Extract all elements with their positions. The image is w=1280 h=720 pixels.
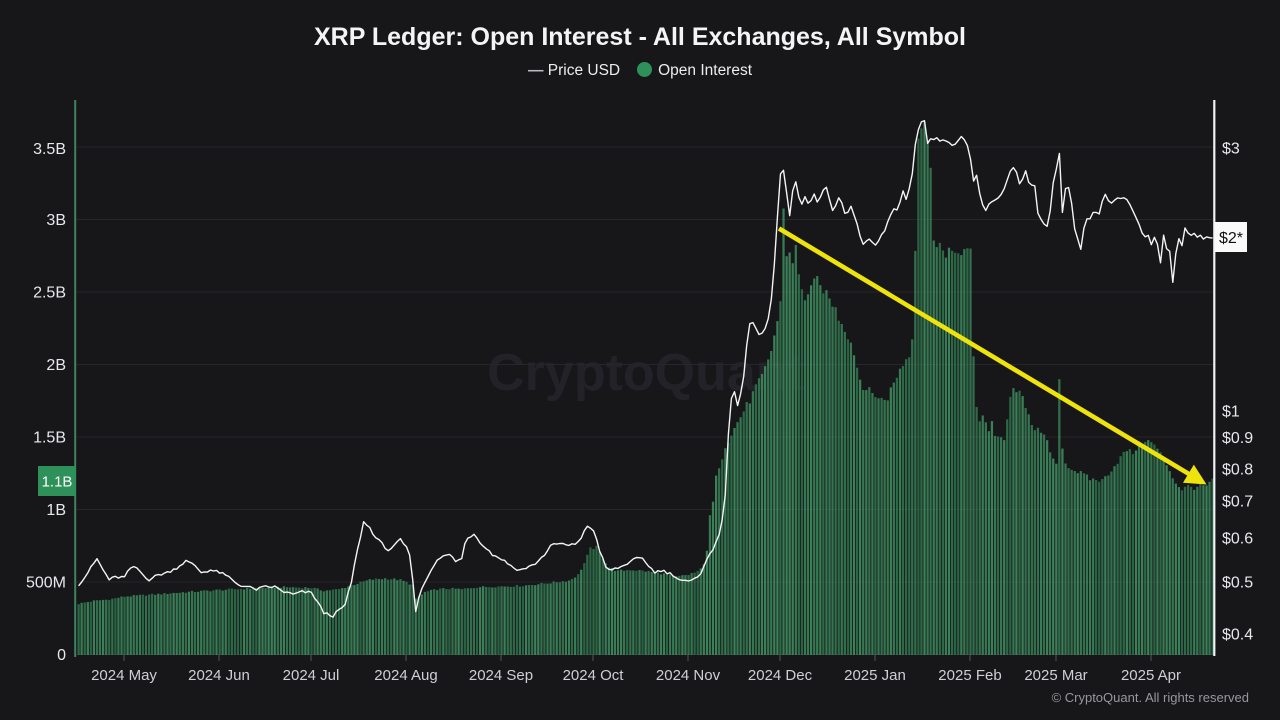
svg-text:$0.8: $0.8 bbox=[1222, 462, 1253, 479]
svg-text:© CryptoQuant. All rights rese: © CryptoQuant. All rights reserved bbox=[1052, 690, 1249, 705]
svg-text:2.5B: 2.5B bbox=[33, 285, 66, 302]
svg-text:$2*: $2* bbox=[1219, 230, 1243, 247]
svg-text:$0.9: $0.9 bbox=[1222, 430, 1253, 447]
svg-text:$0.6: $0.6 bbox=[1222, 531, 1253, 548]
svg-text:1.5B: 1.5B bbox=[33, 430, 66, 447]
svg-text:2024 Aug: 2024 Aug bbox=[374, 667, 437, 684]
svg-text:0: 0 bbox=[57, 647, 66, 664]
svg-text:$0.5: $0.5 bbox=[1222, 575, 1253, 592]
svg-text:2024 Dec: 2024 Dec bbox=[748, 667, 813, 684]
svg-text:$1: $1 bbox=[1222, 404, 1240, 421]
svg-text:2024 Nov: 2024 Nov bbox=[656, 667, 721, 684]
svg-text:3.5B: 3.5B bbox=[33, 141, 66, 158]
svg-text:1B: 1B bbox=[46, 502, 66, 519]
svg-text:500M: 500M bbox=[26, 575, 66, 592]
svg-text:2B: 2B bbox=[46, 357, 66, 374]
svg-text:2024 Oct: 2024 Oct bbox=[563, 667, 625, 684]
svg-text:1.1B: 1.1B bbox=[42, 474, 73, 491]
svg-text:2024 May: 2024 May bbox=[91, 667, 157, 684]
svg-text:2024 Jul: 2024 Jul bbox=[283, 667, 340, 684]
svg-text:2025 Apr: 2025 Apr bbox=[1121, 667, 1181, 684]
svg-text:2025 Feb: 2025 Feb bbox=[938, 667, 1001, 684]
svg-text:$3: $3 bbox=[1222, 141, 1240, 158]
svg-text:$0.7: $0.7 bbox=[1222, 494, 1253, 511]
svg-text:$0.4: $0.4 bbox=[1222, 627, 1253, 644]
svg-text:2025 Jan: 2025 Jan bbox=[844, 667, 906, 684]
svg-text:2024 Sep: 2024 Sep bbox=[469, 667, 533, 684]
svg-text:2025 Mar: 2025 Mar bbox=[1024, 667, 1087, 684]
svg-text:3B: 3B bbox=[46, 212, 66, 229]
svg-text:2024 Jun: 2024 Jun bbox=[188, 667, 250, 684]
svg-text:CryptoQuant: CryptoQuant bbox=[487, 344, 805, 402]
